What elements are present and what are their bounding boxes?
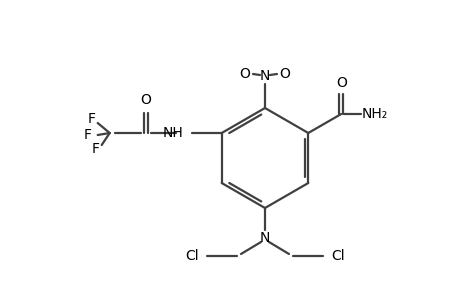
Text: NH: NH <box>162 126 183 140</box>
Text: F: F <box>84 128 91 142</box>
Text: O: O <box>279 67 290 81</box>
Text: O: O <box>140 93 151 107</box>
Text: F: F <box>88 112 95 126</box>
Text: Cl: Cl <box>185 249 199 263</box>
Text: N: N <box>259 69 269 83</box>
Text: O: O <box>335 76 346 90</box>
Text: O: O <box>239 67 250 81</box>
Text: N: N <box>259 231 269 245</box>
Text: NH₂: NH₂ <box>361 107 387 121</box>
Text: Cl: Cl <box>330 249 344 263</box>
Text: F: F <box>91 142 100 156</box>
